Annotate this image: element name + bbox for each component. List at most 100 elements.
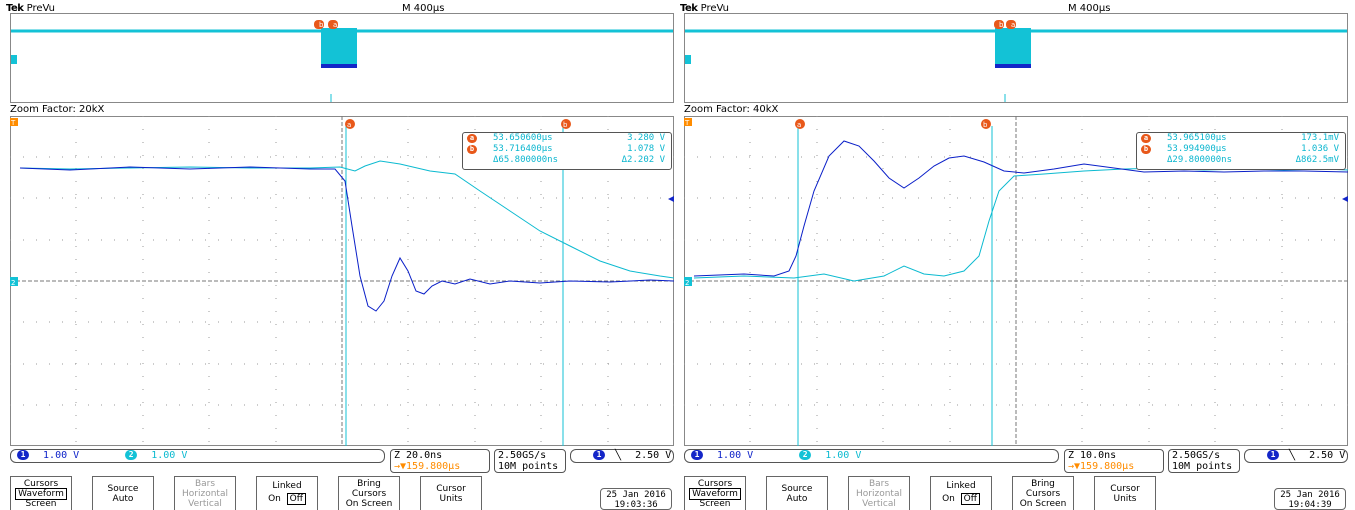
- ch1-trace: [19, 166, 675, 312]
- overview-ch2-marker: [685, 55, 691, 64]
- header-timebase: M 400μs: [1068, 3, 1111, 14]
- overview-cursor-a: [328, 20, 338, 29]
- cursor-b-marker: [981, 119, 991, 129]
- cursor-readout: a 53.965100μs 173.1mV b 53.994900μs 1.036 V …: [1136, 132, 1346, 170]
- trigger-level-marker: [668, 196, 674, 202]
- zoom-readout[interactable]: Z 10.0ns →▼159.800μs: [1064, 449, 1164, 473]
- ch2-ground-marker: [10, 277, 18, 286]
- overview-waveform: b a: [11, 20, 673, 102]
- graticule: a b T 2 a 53.650600μs 3.280 V b 53.716400μs…: [10, 116, 675, 446]
- linked-menu-button[interactable]: Linked On Off: [930, 476, 992, 510]
- status-bar: 1 1.00 V 2 1.00 V Z 20.0ns →▼159.800μs 2…: [10, 447, 674, 473]
- ch1-trace: [693, 140, 1349, 277]
- ch1-badge: 1: [691, 450, 703, 460]
- graticule: a b T 2 a 53.965100μs 173.1mV b 53.994900μs…: [684, 116, 1349, 446]
- ch2-scale: 1.00 V: [151, 450, 188, 461]
- ch2-badge: 2: [125, 450, 138, 460]
- cursor-units-button[interactable]: Cursor Units: [1094, 476, 1156, 510]
- cursor-b-marker: [561, 119, 571, 129]
- trigger-readout[interactable]: 1 ╲ 2.50 V: [1244, 449, 1348, 463]
- overview-waveform: b a: [685, 20, 1347, 102]
- bottom-menu: Cursors Waveform Screen Source Auto Bars Hor…: [684, 476, 1348, 510]
- overview-cursor-b-label: b: [999, 21, 1004, 29]
- trigger-source-badge: 1: [1267, 450, 1279, 460]
- channel-readout[interactable]: 1 1.00 V 2 1.00 V: [10, 449, 385, 463]
- ch1-scale: 1.00 V: [43, 450, 80, 461]
- readout-a-badge: a: [467, 134, 477, 143]
- readout-b-badge: b: [467, 145, 477, 154]
- trigger-pos-marker: [10, 118, 18, 126]
- overview-cursor-a-label: a: [333, 21, 337, 29]
- cursors-menu-button[interactable]: Cursors Waveform Screen: [684, 476, 746, 510]
- trigger-slope-icon: ╲: [615, 450, 622, 461]
- overview-cursor-a-label: a: [1011, 21, 1015, 29]
- ch2-scale: 1.00 V: [825, 450, 862, 461]
- trigger-level: 2.50 V: [635, 450, 672, 461]
- record-length: 10M points: [498, 461, 559, 472]
- header-brand: Tek PreVu: [680, 3, 730, 14]
- ch1-scale: 1.00 V: [717, 450, 754, 461]
- scope-screen-right: Tek PreVu M 400μs b a Zoom Factor: 40kX: [680, 0, 1349, 510]
- ch2-ground-label: 2: [11, 279, 15, 287]
- cursors-menu-button[interactable]: Cursors Waveform Screen: [10, 476, 72, 510]
- linked-menu-button[interactable]: Linked On Off: [256, 476, 318, 510]
- cursor-a-marker: [795, 119, 805, 129]
- cursor-a-label: a: [797, 121, 801, 129]
- date-time: 25 Jan 2016 19:03:36: [600, 488, 672, 510]
- record-overview: b a: [684, 13, 1348, 103]
- bottom-menu: Cursors Waveform Screen Source Auto Bars Hor…: [10, 476, 674, 510]
- status-bar: 1 1.00 V 2 1.00 V Z 10.0ns →▼159.800μs 2…: [684, 447, 1348, 473]
- trigger-level-marker: [1342, 196, 1348, 202]
- cursor-b-label: b: [983, 121, 988, 129]
- graticule-svg: a b T 2: [10, 116, 675, 446]
- trigger-pos-label: T: [684, 119, 690, 127]
- channel-readout[interactable]: 1 1.00 V 2 1.00 V: [684, 449, 1059, 463]
- cursor-a-marker: [345, 119, 355, 129]
- cursor-b-label: b: [563, 121, 568, 129]
- zoom-scale: Z 10.0ns: [1068, 450, 1117, 461]
- bring-cursors-button[interactable]: Bring Cursors On Screen: [338, 476, 400, 510]
- bars-menu-button[interactable]: Bars Horizontal Vertical: [848, 476, 910, 510]
- zoom-position: →▼159.800μs: [394, 461, 461, 472]
- overview-cursor-b-label: b: [319, 21, 324, 29]
- record-overview: b a: [10, 13, 674, 103]
- ch2-ground-marker: [684, 277, 692, 286]
- overview-cursor-b: [994, 20, 1004, 29]
- cursor-units-button[interactable]: Cursor Units: [420, 476, 482, 510]
- ch2-badge: 2: [799, 450, 812, 460]
- zoom-scale: Z 20.0ns: [394, 450, 443, 461]
- zoom-readout[interactable]: Z 20.0ns →▼159.800μs: [390, 449, 490, 473]
- sample-rate: 2.50GS/s: [498, 450, 547, 461]
- readout-b-badge: b: [1141, 145, 1151, 154]
- trigger-slope-icon: ╲: [1289, 450, 1296, 461]
- graticule-svg: a b T 2: [684, 116, 1349, 446]
- cursor-readout: a 53.650600μs 3.280 V b 53.716400μs 1.078 V …: [462, 132, 672, 170]
- bring-cursors-button[interactable]: Bring Cursors On Screen: [1012, 476, 1074, 510]
- overview-ch2-marker: [11, 55, 17, 64]
- source-menu-button[interactable]: Source Auto: [92, 476, 154, 510]
- sample-rate: 2.50GS/s: [1172, 450, 1221, 461]
- cursor-a-label: a: [347, 121, 351, 129]
- record-length: 10M points: [1172, 461, 1233, 472]
- overview-cursor-b: [314, 20, 324, 29]
- header-brand: Tek PreVu: [6, 3, 56, 14]
- zoom-factor: Zoom Factor: 40kX: [684, 104, 779, 115]
- acquisition-readout[interactable]: 2.50GS/s 10M points: [494, 449, 566, 473]
- trigger-pos-label: T: [10, 119, 16, 127]
- source-menu-button[interactable]: Source Auto: [766, 476, 828, 510]
- scope-screen-left: Tek PreVu M 400μs b a Zoom Factor: 20kX: [6, 0, 675, 510]
- ch2-ground-label: 2: [685, 279, 689, 287]
- ch1-badge: 1: [17, 450, 29, 460]
- trigger-readout[interactable]: 1 ╲ 2.50 V: [570, 449, 674, 463]
- ch2-trace: [19, 160, 675, 279]
- bars-menu-button[interactable]: Bars Horizontal Vertical: [174, 476, 236, 510]
- acquisition-readout[interactable]: 2.50GS/s 10M points: [1168, 449, 1240, 473]
- date-time: 25 Jan 2016 19:04:39: [1274, 488, 1346, 510]
- header-timebase: M 400μs: [402, 3, 445, 14]
- overview-cursor-a: [1006, 20, 1016, 29]
- trigger-level: 2.50 V: [1309, 450, 1346, 461]
- readout-a-badge: a: [1141, 134, 1151, 143]
- zoom-factor: Zoom Factor: 20kX: [10, 104, 105, 115]
- trigger-source-badge: 1: [593, 450, 605, 460]
- zoom-position: →▼159.800μs: [1068, 461, 1135, 472]
